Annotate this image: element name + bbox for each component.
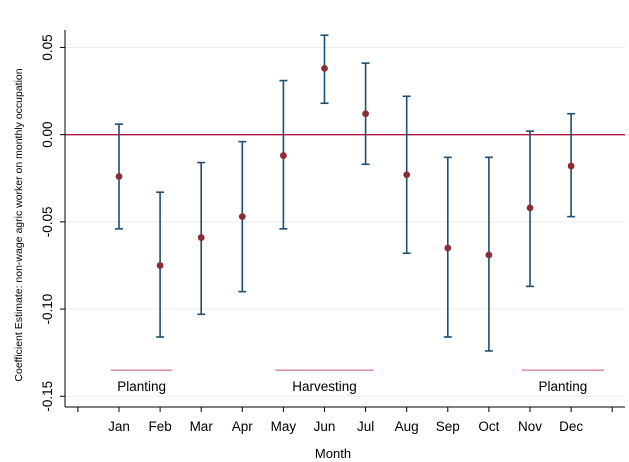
point-aug	[403, 171, 411, 179]
x-tick-label-oct: Oct	[478, 419, 499, 434]
point-mar	[197, 234, 205, 241]
x-tick-label-may: May	[271, 419, 297, 434]
y-tick-label-4: 0.05	[40, 34, 55, 60]
y-tick-label-1: -0.10	[40, 294, 55, 325]
x-tick-label-aug: Aug	[395, 419, 419, 434]
axes	[64, 30, 625, 408]
y-tick-label-3: 0.00	[40, 122, 55, 148]
x-tick-label-nov: Nov	[518, 419, 542, 434]
x-axis-label: Month	[315, 446, 351, 461]
y-axis-label: Coefficient Estimate: non-wage agric wor…	[13, 68, 25, 381]
point-oct	[485, 251, 493, 259]
annotation-label-2: Planting	[538, 379, 587, 394]
y-axis-ticks: -0.15 -0.10 -0.05 0.00 0.05	[40, 34, 65, 412]
point-feb	[156, 262, 164, 269]
annotation-label-0: Planting	[117, 379, 166, 394]
y-tick-label-2: -0.05	[40, 206, 55, 237]
point-may	[280, 152, 287, 159]
point-jun	[321, 64, 328, 72]
x-tick-label-jun: Jun	[314, 419, 336, 434]
point-jan	[115, 173, 123, 180]
annotation-label-1: Harvesting	[292, 379, 357, 394]
point-dec	[567, 162, 575, 170]
y-tick-label-0: -0.15	[40, 381, 55, 412]
x-axis-ticks: Jan Feb Mar Apr May Jun Jul Aug Sep Oct Nov Dec	[77, 407, 613, 434]
x-tick-label-mar: Mar	[190, 419, 214, 434]
x-tick-label-sep: Sep	[436, 419, 460, 434]
x-tick-label-jan: Jan	[108, 419, 130, 434]
x-tick-label-dec: Dec	[559, 419, 583, 434]
point-jul	[362, 110, 369, 118]
point-apr	[238, 213, 246, 221]
x-tick-label-feb: Feb	[148, 419, 171, 434]
period-annotations: Planting Harvesting Planting	[110, 369, 604, 394]
x-tick-label-apr: Apr	[232, 419, 254, 434]
x-tick-label-jul: Jul	[357, 419, 374, 434]
point-sep	[444, 244, 452, 252]
point-estimates	[115, 64, 575, 269]
point-nov	[526, 204, 534, 212]
